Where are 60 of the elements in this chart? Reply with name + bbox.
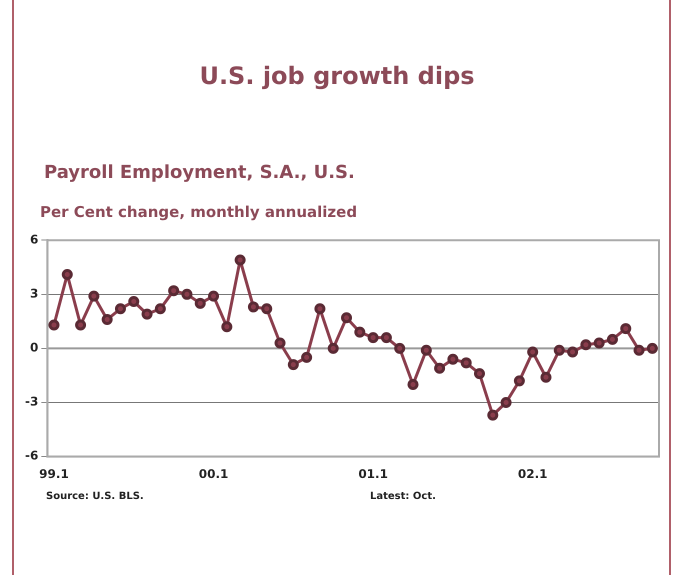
point: [48, 319, 60, 330]
point: [368, 332, 379, 344]
y-tick-label: 3: [30, 286, 38, 300]
point: [88, 290, 100, 302]
point: [168, 285, 180, 296]
text: Latest: Oct.: [370, 491, 436, 502]
point: [514, 375, 525, 386]
point: [380, 332, 392, 344]
point: [221, 321, 232, 332]
point: [540, 372, 552, 383]
point: [208, 290, 220, 302]
point: [328, 342, 339, 354]
point: [594, 337, 605, 348]
point: [142, 308, 153, 320]
point: [487, 410, 498, 421]
point: [301, 352, 312, 363]
point: [474, 368, 485, 380]
point: [420, 344, 432, 356]
y-tick-label: 6: [30, 232, 38, 246]
point: [102, 314, 113, 326]
point: [341, 312, 352, 324]
point: [606, 334, 618, 345]
point: [114, 303, 126, 314]
point: [261, 303, 272, 314]
chart-subtitle: Payroll Employment, S.A., U.S.: [44, 162, 355, 183]
chart-title: U.S. job growth dips: [198, 62, 476, 90]
point: [460, 357, 472, 368]
point: [75, 319, 86, 330]
point: [554, 344, 565, 356]
point: [128, 296, 140, 308]
point: [194, 298, 206, 309]
point: [500, 397, 512, 408]
point: [408, 378, 419, 390]
point: [434, 362, 446, 374]
x-tick-label: 00.1: [198, 466, 228, 481]
y-tick-label: -3: [24, 394, 38, 409]
point: [248, 301, 259, 312]
point: [527, 346, 538, 358]
source-note: Source: U.S. BLS.: [46, 491, 144, 502]
point: [646, 342, 658, 354]
y-axis-title: Per Cent change, monthly annualized: [40, 203, 358, 221]
x-tick-label: 01.1: [358, 466, 388, 481]
point: [580, 339, 592, 350]
point: [288, 359, 299, 370]
x-tick-label: 02.1: [518, 466, 548, 481]
point: [154, 303, 166, 314]
point: [634, 344, 645, 356]
point: [620, 323, 632, 334]
y-tick-label: 0: [30, 340, 38, 355]
point: [354, 326, 366, 338]
point: [394, 342, 406, 354]
x-tick-label: 99.1: [39, 466, 69, 481]
point: [181, 288, 192, 300]
point: [447, 354, 458, 365]
point: [567, 346, 578, 358]
point: [234, 254, 246, 266]
point: [62, 268, 73, 280]
point: [314, 303, 326, 314]
y-tick-label: -6: [24, 448, 38, 463]
point: [274, 337, 286, 348]
